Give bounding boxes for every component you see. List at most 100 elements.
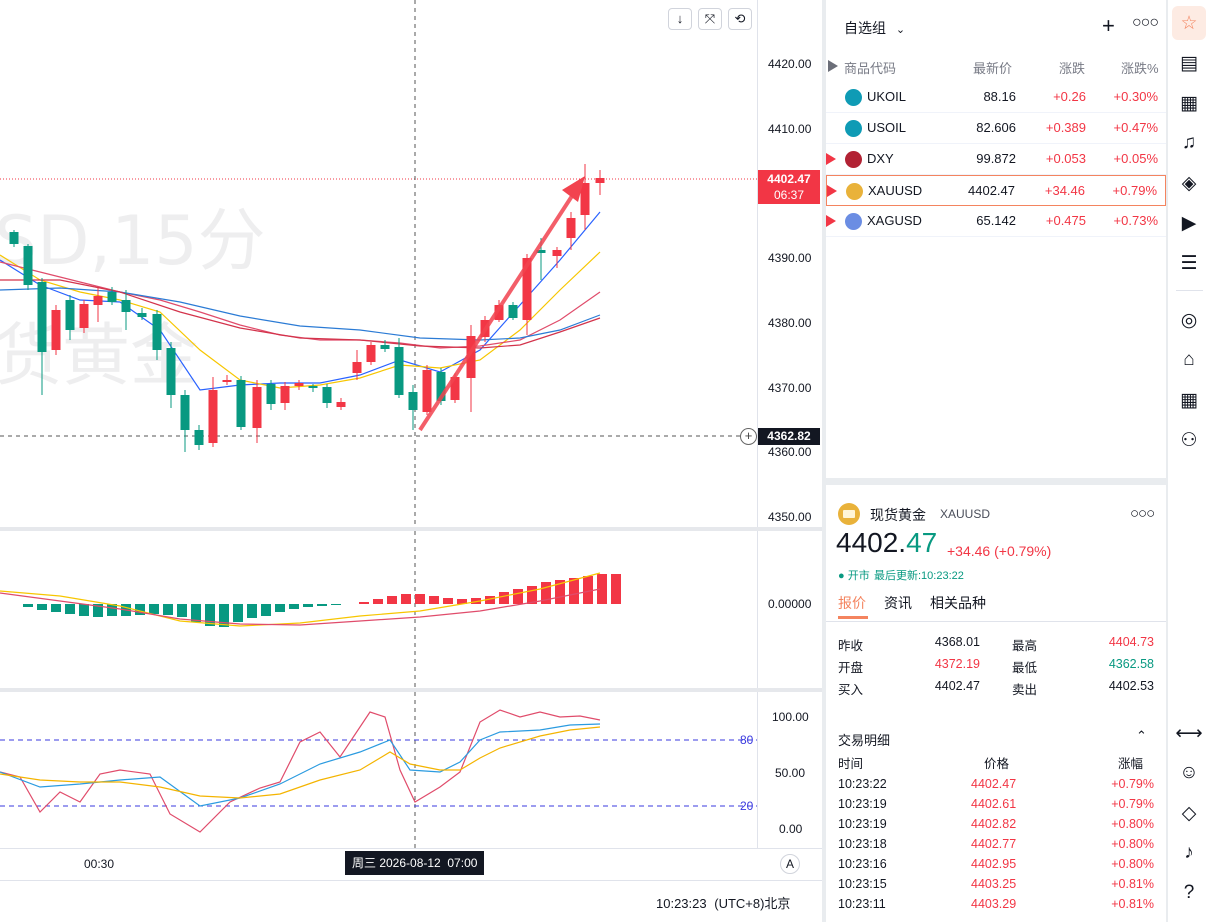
candle-body xyxy=(51,310,61,350)
macd-histogram-bar xyxy=(23,604,33,607)
watchlist-row-usoil[interactable]: USOIL 82.606 +0.389 +0.47% xyxy=(826,113,1166,144)
candle-body xyxy=(536,250,546,253)
candle-body xyxy=(137,313,147,317)
candle-body xyxy=(9,232,19,244)
notes-icon[interactable]: ▤ xyxy=(1180,52,1198,74)
more-options-icon[interactable]: ○○○ xyxy=(1130,505,1155,522)
col-change-pct[interactable]: 涨跌% xyxy=(1121,61,1159,76)
chart-panel[interactable]: SD,15分 货黄金 4420.00 4410.00 4390.00 4380.00 4… xyxy=(0,0,822,922)
auto-scale-button[interactable]: A xyxy=(780,854,800,874)
chevron-up-icon[interactable]: ⌃ xyxy=(1136,728,1147,743)
watchlist-selector[interactable]: 自选组 ⌄ xyxy=(844,20,906,36)
trade-row: 10:23:19 4402.82 +0.80% xyxy=(838,817,1154,831)
trade-row: 10:23:19 4402.61 +0.79% xyxy=(838,797,1154,811)
candle-body xyxy=(308,386,318,388)
quote-stat-row: 昨收 4368.01 最高 4404.73 xyxy=(838,635,1154,653)
macd-histogram-bar xyxy=(317,604,327,606)
crosshair-price-tag: 4362.82 xyxy=(758,428,820,445)
calendar-icon[interactable]: ▦ xyxy=(1180,92,1198,114)
candle-body xyxy=(580,183,590,215)
watchlist-row-xauusd[interactable]: XAUUSD 4402.47 +34.46 +0.79% xyxy=(826,175,1166,206)
macd-histogram-bar xyxy=(247,604,257,618)
flag-icon[interactable] xyxy=(826,153,836,165)
layers-icon[interactable]: ◈ xyxy=(1181,172,1197,194)
macd-histogram-bar xyxy=(65,604,75,614)
time-axis[interactable]: 00:30 周三 2026-08-12 07:00 A xyxy=(0,848,822,878)
macd-histogram-bar xyxy=(457,599,467,604)
macd-histogram-bar xyxy=(611,574,621,604)
headset-icon[interactable]: ♪ xyxy=(1184,842,1194,863)
flag-icon[interactable] xyxy=(827,185,837,197)
tab-news[interactable]: 资讯 xyxy=(884,595,912,611)
add-alert-plus-icon[interactable]: + xyxy=(740,428,757,445)
bot-icon[interactable]: ☺ xyxy=(1179,762,1199,783)
candle-body xyxy=(236,380,246,427)
col-symbol[interactable]: 商品代码 xyxy=(844,61,897,76)
flag-icon[interactable] xyxy=(826,215,836,227)
macd-axis-zero: 0.00000 xyxy=(768,597,812,611)
pane-separator[interactable] xyxy=(0,527,822,531)
change: +0.053 xyxy=(1045,151,1086,166)
macd-histogram-bar xyxy=(93,604,103,617)
education-icon[interactable]: ⌂ xyxy=(1183,349,1195,370)
pane-separator[interactable] xyxy=(0,688,822,692)
macd-histogram-bar xyxy=(191,604,201,622)
kdj-pane[interactable]: 80 20 100.00 50.00 0.00 xyxy=(0,692,822,848)
kdj-axis-0: 0.00 xyxy=(779,822,803,836)
macd-histogram-bar xyxy=(51,604,61,612)
symbol: USOIL xyxy=(867,120,907,135)
more-options-icon[interactable]: ○○○ xyxy=(1132,14,1159,31)
watchlist-widget: 自选组 ⌄ + ○○○ 商品代码 最新价 涨跌 涨跌% UKOIL 88.16 +0… xyxy=(826,0,1166,478)
network-icon[interactable]: ⚇ xyxy=(1180,429,1198,451)
watermark-symbol: SD,15分 xyxy=(0,202,266,281)
symbol: DXY xyxy=(867,151,894,166)
video-icon[interactable]: ▶ xyxy=(1181,212,1197,234)
tab-related[interactable]: 相关品种 xyxy=(930,595,986,611)
resize-icon[interactable]: ⟷ xyxy=(1175,722,1203,744)
kdj-j-line xyxy=(0,709,601,833)
change-pct: +0.05% xyxy=(1113,151,1158,166)
time-axis-label: 00:30 xyxy=(84,857,115,871)
chat-icon[interactable]: ☰ xyxy=(1180,252,1198,274)
trade-row: 10:23:18 4402.77 +0.80% xyxy=(838,837,1154,851)
add-symbol-plus-icon[interactable]: + xyxy=(1102,13,1115,38)
toolbar-divider xyxy=(1176,290,1203,291)
reset-icon[interactable]: ⟲ xyxy=(728,8,752,30)
scroll-down-icon[interactable]: ↓ xyxy=(668,8,692,30)
tab-quote[interactable]: 报价 xyxy=(838,595,866,611)
watchlist-icon[interactable]: ☆ xyxy=(1180,12,1198,34)
detail-price: 4402.47 xyxy=(836,527,938,558)
collapse-icon[interactable]: ⤧ xyxy=(698,8,722,30)
macd-histogram-bar xyxy=(149,604,159,614)
change-pct: +0.79% xyxy=(1112,183,1157,198)
trend-arrow-drawing[interactable] xyxy=(418,176,585,432)
candlestick-chart[interactable] xyxy=(0,0,758,527)
watchlist-columns: 商品代码 最新价 涨跌 涨跌% xyxy=(826,52,1166,80)
price-axis-label: 4390.00 xyxy=(768,251,812,265)
us-flag-icon xyxy=(845,151,862,168)
col-change[interactable]: 涨跌 xyxy=(1059,61,1086,76)
watchlist-row-xagusd[interactable]: XAGUSD 65.142 +0.475 +0.73% xyxy=(826,206,1166,237)
gold-icon xyxy=(846,183,863,200)
macd-pane[interactable]: 0.00000 xyxy=(0,531,822,688)
candle-body xyxy=(79,304,89,328)
handshake-icon[interactable]: ◇ xyxy=(1181,802,1197,824)
watchlist-row-ukoil[interactable]: UKOIL 88.16 +0.26 +0.30% xyxy=(826,82,1166,113)
col-price[interactable]: 最新价 xyxy=(973,61,1013,76)
candle-body xyxy=(366,345,376,362)
quote-stat-row: 买入 4402.47 卖出 4402.53 xyxy=(838,679,1154,697)
price-pane[interactable]: SD,15分 货黄金 4420.00 4410.00 4390.00 4380.00 4… xyxy=(0,0,822,527)
watchlist-tool-highlight xyxy=(1172,6,1206,40)
help-icon[interactable]: ? xyxy=(1183,882,1195,903)
change: +0.475 xyxy=(1045,213,1086,228)
candle-body xyxy=(23,246,33,285)
flag-icon[interactable] xyxy=(828,60,838,72)
watchlist-row-dxy[interactable]: DXY 99.872 +0.053 +0.05% xyxy=(826,144,1166,175)
change: +34.46 xyxy=(1044,183,1085,198)
alert-bell-icon[interactable]: ♫ xyxy=(1181,132,1197,153)
target-icon[interactable]: ◎ xyxy=(1180,309,1198,331)
macd-histogram-bar xyxy=(135,604,145,615)
clock[interactable]: 10:23:23 (UTC+8)北京 xyxy=(656,896,791,911)
symbol-detail-widget: 现货黄金 XAUUSD ○○○ 4402.47 +34.46 (+0.79%) … xyxy=(826,485,1166,922)
grid-icon[interactable]: ▦ xyxy=(1180,389,1198,411)
